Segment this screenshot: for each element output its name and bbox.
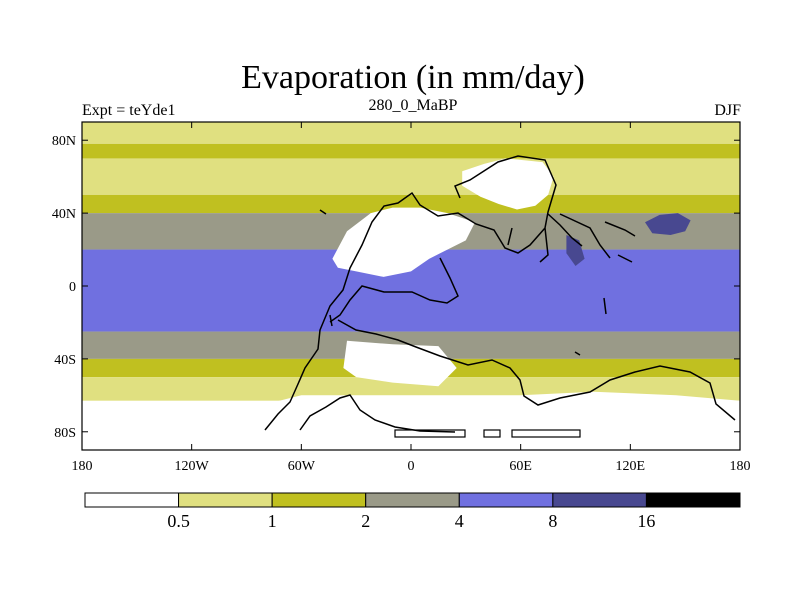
colorbar-swatch-5 xyxy=(552,492,647,508)
colorbar-label-0: 0.5 xyxy=(167,511,190,531)
y-tick-label-2: 0 xyxy=(69,280,76,295)
x-tick-label-0: 180 xyxy=(72,459,93,474)
time-label: 280_0_MaBP xyxy=(368,97,458,114)
region-western-pangea-dry-belt xyxy=(332,207,475,277)
colorbar-swatch-0 xyxy=(84,492,180,508)
season-label: DJF xyxy=(714,102,741,119)
x-axis: 180 120W 60W 0 60E 120E 180 xyxy=(72,122,751,474)
x-tick-label-1: 120W xyxy=(175,459,210,474)
y-tick-label-0: 80N xyxy=(52,134,76,149)
colorbar: 0.5 1 2 4 8 16 xyxy=(84,492,741,531)
colorbar-label-3: 4 xyxy=(455,511,464,531)
region-tethys-high-evap xyxy=(645,213,691,235)
colorbar-swatch-1 xyxy=(178,492,273,508)
zonal-band-2 xyxy=(82,158,740,195)
colorbar-swatch-6 xyxy=(645,492,741,508)
x-tick-label-4: 60E xyxy=(509,459,532,474)
antarctic-island-3 xyxy=(511,429,581,438)
zonal-band-3 xyxy=(82,194,740,214)
colorbar-swatch-4 xyxy=(458,492,554,508)
zonal-band-0 xyxy=(82,122,740,144)
evaporation-field xyxy=(82,122,740,450)
colorbar-swatch-2 xyxy=(271,492,367,508)
zonal-band-1 xyxy=(82,143,740,159)
pangea-outline xyxy=(264,155,736,433)
x-tick-label-2: 60W xyxy=(288,459,316,474)
colorbar-swatch-3 xyxy=(365,492,460,508)
x-tick-label-5: 120E xyxy=(616,459,646,474)
colorbar-label-2: 2 xyxy=(361,511,370,531)
y-tick-label-1: 40N xyxy=(52,207,76,222)
region-tethys-east-gyre xyxy=(566,235,585,266)
antarctic-island-2 xyxy=(483,429,501,438)
colorbar-label-5: 16 xyxy=(637,511,655,531)
colorbar-label-1: 1 xyxy=(268,511,277,531)
y-tick-label-4: 80S xyxy=(54,426,76,441)
experiment-label: Expt = teYde1 xyxy=(82,102,176,119)
antarctic-island-1 xyxy=(394,429,466,438)
chart-title: Evaporation (in mm/day) xyxy=(241,59,585,96)
x-tick-label-3: 0 xyxy=(408,459,415,474)
colorbar-label-4: 8 xyxy=(548,511,557,531)
y-tick-label-3: 40S xyxy=(54,353,76,368)
region-antarctic-coast-dry xyxy=(191,391,740,450)
y-axis: 80N 40N 0 40S 80S xyxy=(52,134,740,441)
continent-outline xyxy=(264,155,736,438)
x-tick-label-6: 180 xyxy=(730,459,751,474)
